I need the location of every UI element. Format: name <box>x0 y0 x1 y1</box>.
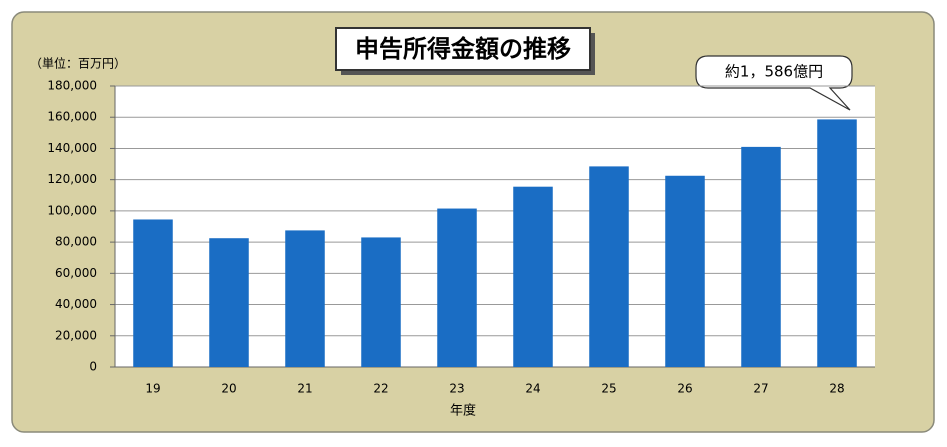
bar <box>361 237 401 367</box>
x-tick-label: 22 <box>373 382 388 396</box>
x-tick-label: 25 <box>601 382 616 396</box>
title-box <box>335 27 591 71</box>
annotation: 約1，586億円 <box>725 63 823 81</box>
y-tick-label: 160,000 <box>47 110 97 124</box>
x-tick-label: 19 <box>145 382 160 396</box>
x-axis-label: 年度 <box>450 403 476 419</box>
bar <box>437 208 477 367</box>
y-tick-label: 20,000 <box>55 328 97 342</box>
x-tick-label: 21 <box>297 382 312 396</box>
y-tick-label: 140,000 <box>47 141 97 155</box>
x-tick-label: 27 <box>753 382 768 396</box>
bar <box>133 219 173 367</box>
bar <box>665 175 705 367</box>
bar <box>209 238 249 367</box>
bar <box>817 119 857 367</box>
y-tick-label: 60,000 <box>55 266 97 280</box>
bar <box>589 166 629 367</box>
callout <box>695 55 853 111</box>
x-tick-label: 26 <box>677 382 692 396</box>
x-tick-label: 28 <box>829 382 844 396</box>
x-tick-label: 24 <box>525 382 540 396</box>
y-tick-label: 80,000 <box>55 235 97 249</box>
y-axis-label: （単位：百万円） <box>30 56 126 71</box>
x-tick-label: 23 <box>449 382 464 396</box>
bar <box>513 186 553 367</box>
bar <box>741 146 781 367</box>
chart-title: 申告所得金額の推移 <box>355 35 571 63</box>
y-tick-label: 120,000 <box>47 172 97 186</box>
y-tick-label: 0 <box>89 360 97 374</box>
y-tick-label: 180,000 <box>47 79 97 93</box>
y-tick-label: 40,000 <box>55 297 97 311</box>
x-tick-label: 20 <box>221 382 236 396</box>
y-tick-label: 100,000 <box>47 203 97 217</box>
bar <box>285 230 325 367</box>
